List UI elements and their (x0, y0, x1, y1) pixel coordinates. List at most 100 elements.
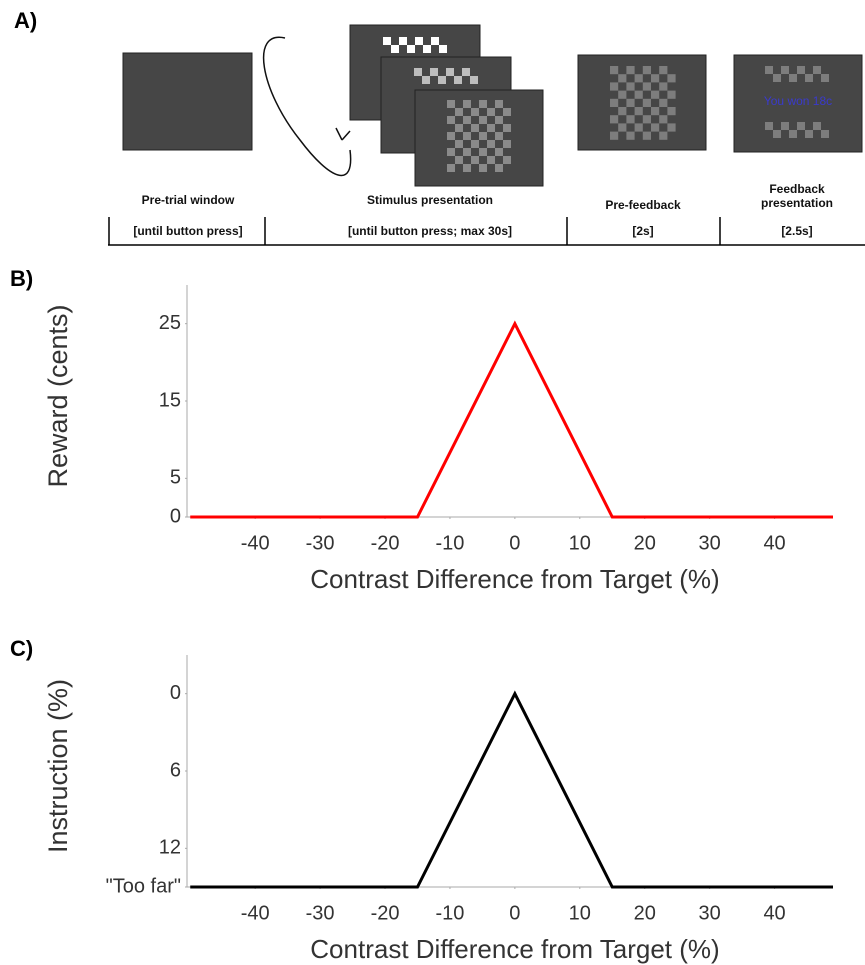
check (805, 130, 813, 138)
check (422, 76, 430, 84)
check (455, 124, 463, 132)
checkerboard (383, 37, 447, 53)
check (659, 131, 668, 140)
check (487, 140, 495, 148)
check (610, 115, 619, 124)
check (667, 107, 676, 116)
check (626, 66, 635, 75)
stage-duration: [until button press] (133, 224, 243, 238)
y-axis-title: Reward (cents) (43, 304, 73, 487)
check (503, 156, 511, 164)
check (431, 37, 439, 45)
panel-label: A) (14, 8, 37, 33)
x-tick-label: 30 (699, 902, 721, 924)
x-tick-label: -20 (371, 902, 400, 924)
check (487, 156, 495, 164)
check (471, 124, 479, 132)
checkerboard (610, 66, 676, 140)
check (821, 74, 829, 82)
data-line (190, 690, 833, 889)
check (659, 66, 668, 75)
stage-name: Stimulus presentation (366, 193, 494, 207)
check (634, 123, 643, 132)
check (503, 124, 511, 132)
check (618, 90, 627, 99)
check (470, 76, 478, 84)
check (454, 76, 462, 84)
check (813, 122, 821, 130)
stage-duration: [2s] (632, 224, 654, 238)
x-tick-label: -40 (241, 532, 270, 554)
checkerboard (765, 66, 829, 138)
stage-name: Pre-feedback (605, 198, 681, 212)
arrow-head (335, 127, 351, 141)
x-tick-label: 30 (699, 532, 721, 554)
check (495, 164, 503, 172)
check (610, 82, 619, 91)
check (414, 68, 422, 76)
x-tick-label: -30 (306, 532, 335, 554)
panel-label: C) (10, 636, 33, 661)
check (618, 74, 627, 83)
check (813, 66, 821, 74)
check (447, 164, 455, 172)
check (642, 115, 651, 124)
check (626, 115, 635, 124)
check (634, 90, 643, 99)
check (471, 140, 479, 148)
check (659, 115, 668, 124)
x-tick-label: 10 (569, 902, 591, 924)
x-axis-title: Contrast Difference from Target (%) (310, 934, 719, 964)
check (447, 100, 455, 108)
check (659, 98, 668, 107)
check (626, 131, 635, 140)
check (471, 108, 479, 116)
check (765, 122, 773, 130)
check (626, 98, 635, 107)
check (439, 45, 447, 53)
y-tick-label: 0 (170, 505, 181, 527)
check (495, 132, 503, 140)
check (479, 100, 487, 108)
check (487, 124, 495, 132)
check (446, 68, 454, 76)
check (773, 74, 781, 82)
stage-duration: [2.5s] (781, 224, 813, 238)
check (773, 130, 781, 138)
check (503, 140, 511, 148)
check (805, 74, 813, 82)
x-tick-label: 40 (763, 902, 785, 924)
check (634, 74, 643, 83)
check (479, 148, 487, 156)
x-tick-label: 0 (509, 902, 520, 924)
check (797, 66, 805, 74)
x-tick-label: -40 (241, 902, 270, 924)
check (407, 45, 415, 53)
x-tick-label: 10 (569, 532, 591, 554)
check (642, 131, 651, 140)
stage-duration: [until button press; max 30s] (347, 224, 513, 238)
check (487, 108, 495, 116)
y-tick-label: 6 (170, 759, 181, 781)
check (438, 76, 446, 84)
x-tick-label: -10 (435, 532, 464, 554)
check (455, 140, 463, 148)
x-tick-label: 40 (763, 532, 785, 554)
check (765, 66, 773, 74)
check (447, 148, 455, 156)
check (821, 130, 829, 138)
check (399, 37, 407, 45)
check (479, 116, 487, 124)
check (789, 130, 797, 138)
check (781, 66, 789, 74)
x-tick-label: 20 (634, 532, 656, 554)
check (642, 98, 651, 107)
check (610, 131, 619, 140)
y-tick-label: 0 (170, 682, 181, 704)
y-tick-label: "Too far" (106, 875, 181, 897)
check (479, 164, 487, 172)
timeline-ticks (108, 217, 721, 245)
check (651, 107, 660, 116)
